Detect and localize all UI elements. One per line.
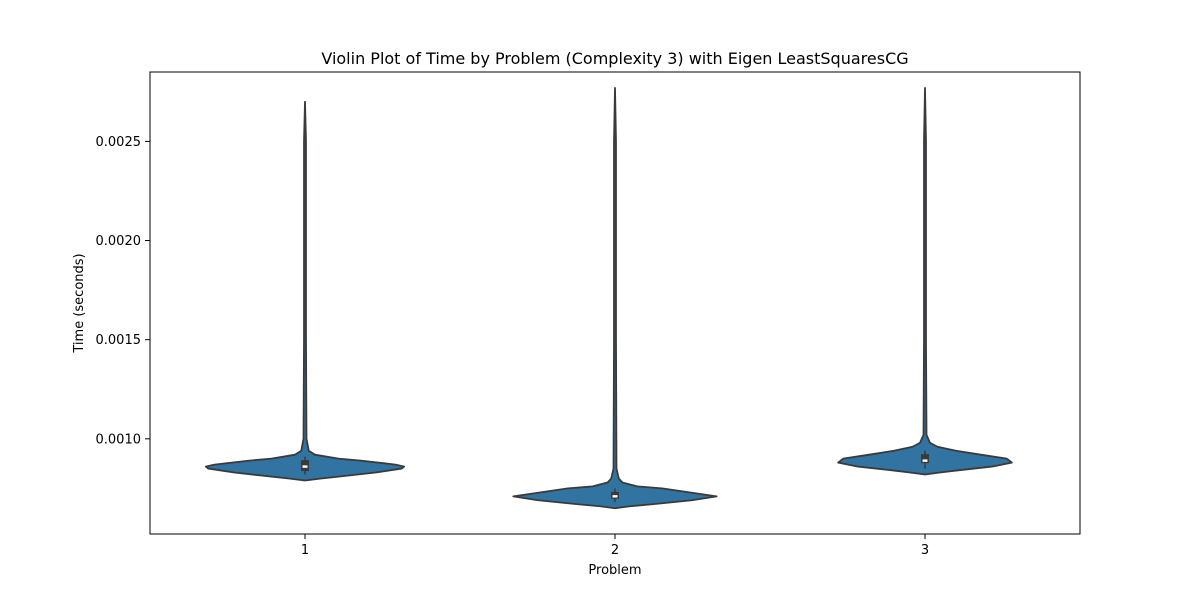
violin-body-1: [204, 100, 406, 482]
y-tick-label: 0.0025: [96, 135, 142, 150]
chart-title: Violin Plot of Time by Problem (Complexi…: [321, 49, 908, 68]
violin-iqr-box-3: [921, 454, 929, 464]
violins-group: [204, 86, 1013, 510]
x-axis: 1 2 3: [301, 534, 929, 558]
violin-body-3: [837, 86, 1013, 476]
x-tick-label: 2: [611, 543, 619, 558]
violin-median-3: [922, 459, 928, 462]
x-axis-label: Problem: [588, 563, 641, 578]
y-axis: 0.0010 0.0015 0.0020 0.0025: [96, 135, 150, 447]
y-axis-label: Time (seconds): [72, 253, 87, 353]
y-tick-label: 0.0010: [96, 432, 142, 447]
x-tick-label: 3: [921, 543, 929, 558]
x-tick-label: 1: [301, 543, 309, 558]
violin-median-1: [302, 465, 308, 468]
y-tick-label: 0.0015: [96, 333, 142, 348]
y-tick-label: 0.0020: [96, 234, 142, 249]
violin-median-2: [612, 495, 618, 498]
violin-body-2: [512, 86, 718, 510]
